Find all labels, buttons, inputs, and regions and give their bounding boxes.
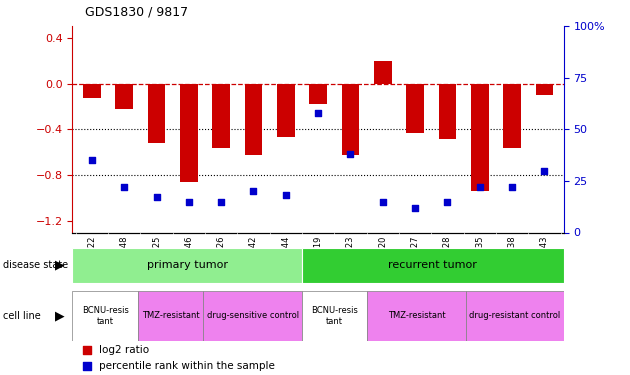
Text: TMZ-resistant: TMZ-resistant [387, 311, 445, 320]
Bar [212, 84, 230, 148]
Bar [503, 84, 521, 148]
Text: percentile rank within the sample: percentile rank within the sample [100, 361, 275, 370]
Point [410, 205, 420, 211]
Text: primary tumor: primary tumor [147, 260, 227, 270]
Point [475, 184, 485, 190]
Bar [115, 84, 133, 109]
Bar [367, 291, 466, 341]
Bar [302, 291, 367, 341]
Point [447, 162, 457, 168]
Text: BCNU-resis
tant: BCNU-resis tant [311, 306, 358, 326]
Point [281, 192, 291, 198]
Point [87, 158, 97, 164]
Text: ▶: ▶ [55, 309, 65, 322]
Text: BCNU-resis
tant: BCNU-resis tant [82, 306, 129, 326]
Bar [536, 84, 553, 95]
Point [248, 188, 258, 194]
Bar [466, 291, 564, 341]
Bar [72, 248, 302, 283]
Bar [138, 291, 203, 341]
Bar [147, 84, 166, 143]
Text: disease state: disease state [3, 260, 68, 270]
Text: TMZ-resistant: TMZ-resistant [142, 311, 200, 320]
Text: cell line: cell line [3, 311, 41, 321]
Text: drug-sensitive control: drug-sensitive control [207, 311, 299, 320]
Text: recurrent tumor: recurrent tumor [388, 260, 478, 270]
Point [313, 110, 323, 116]
Bar [438, 84, 456, 138]
Bar [341, 84, 359, 154]
Point [151, 194, 161, 200]
Point [447, 303, 457, 309]
Bar [406, 84, 424, 133]
Point [119, 184, 129, 190]
Point [539, 168, 549, 174]
Bar [374, 61, 392, 84]
Point [507, 184, 517, 190]
Point [378, 198, 388, 204]
Text: drug-resistant control: drug-resistant control [469, 311, 560, 320]
Point [442, 198, 452, 204]
Bar [302, 248, 564, 283]
Bar [203, 291, 302, 341]
Bar [244, 84, 262, 154]
Bar [83, 84, 101, 98]
Text: log2 ratio: log2 ratio [100, 345, 149, 355]
Text: ▶: ▶ [55, 259, 65, 272]
Point [216, 198, 226, 204]
Point [184, 198, 194, 204]
Bar [180, 84, 198, 182]
Point [345, 151, 355, 157]
Bar [471, 84, 489, 191]
Bar [309, 84, 327, 104]
Bar [277, 84, 295, 137]
Text: GDS1830 / 9817: GDS1830 / 9817 [85, 6, 188, 19]
Bar [72, 291, 138, 341]
